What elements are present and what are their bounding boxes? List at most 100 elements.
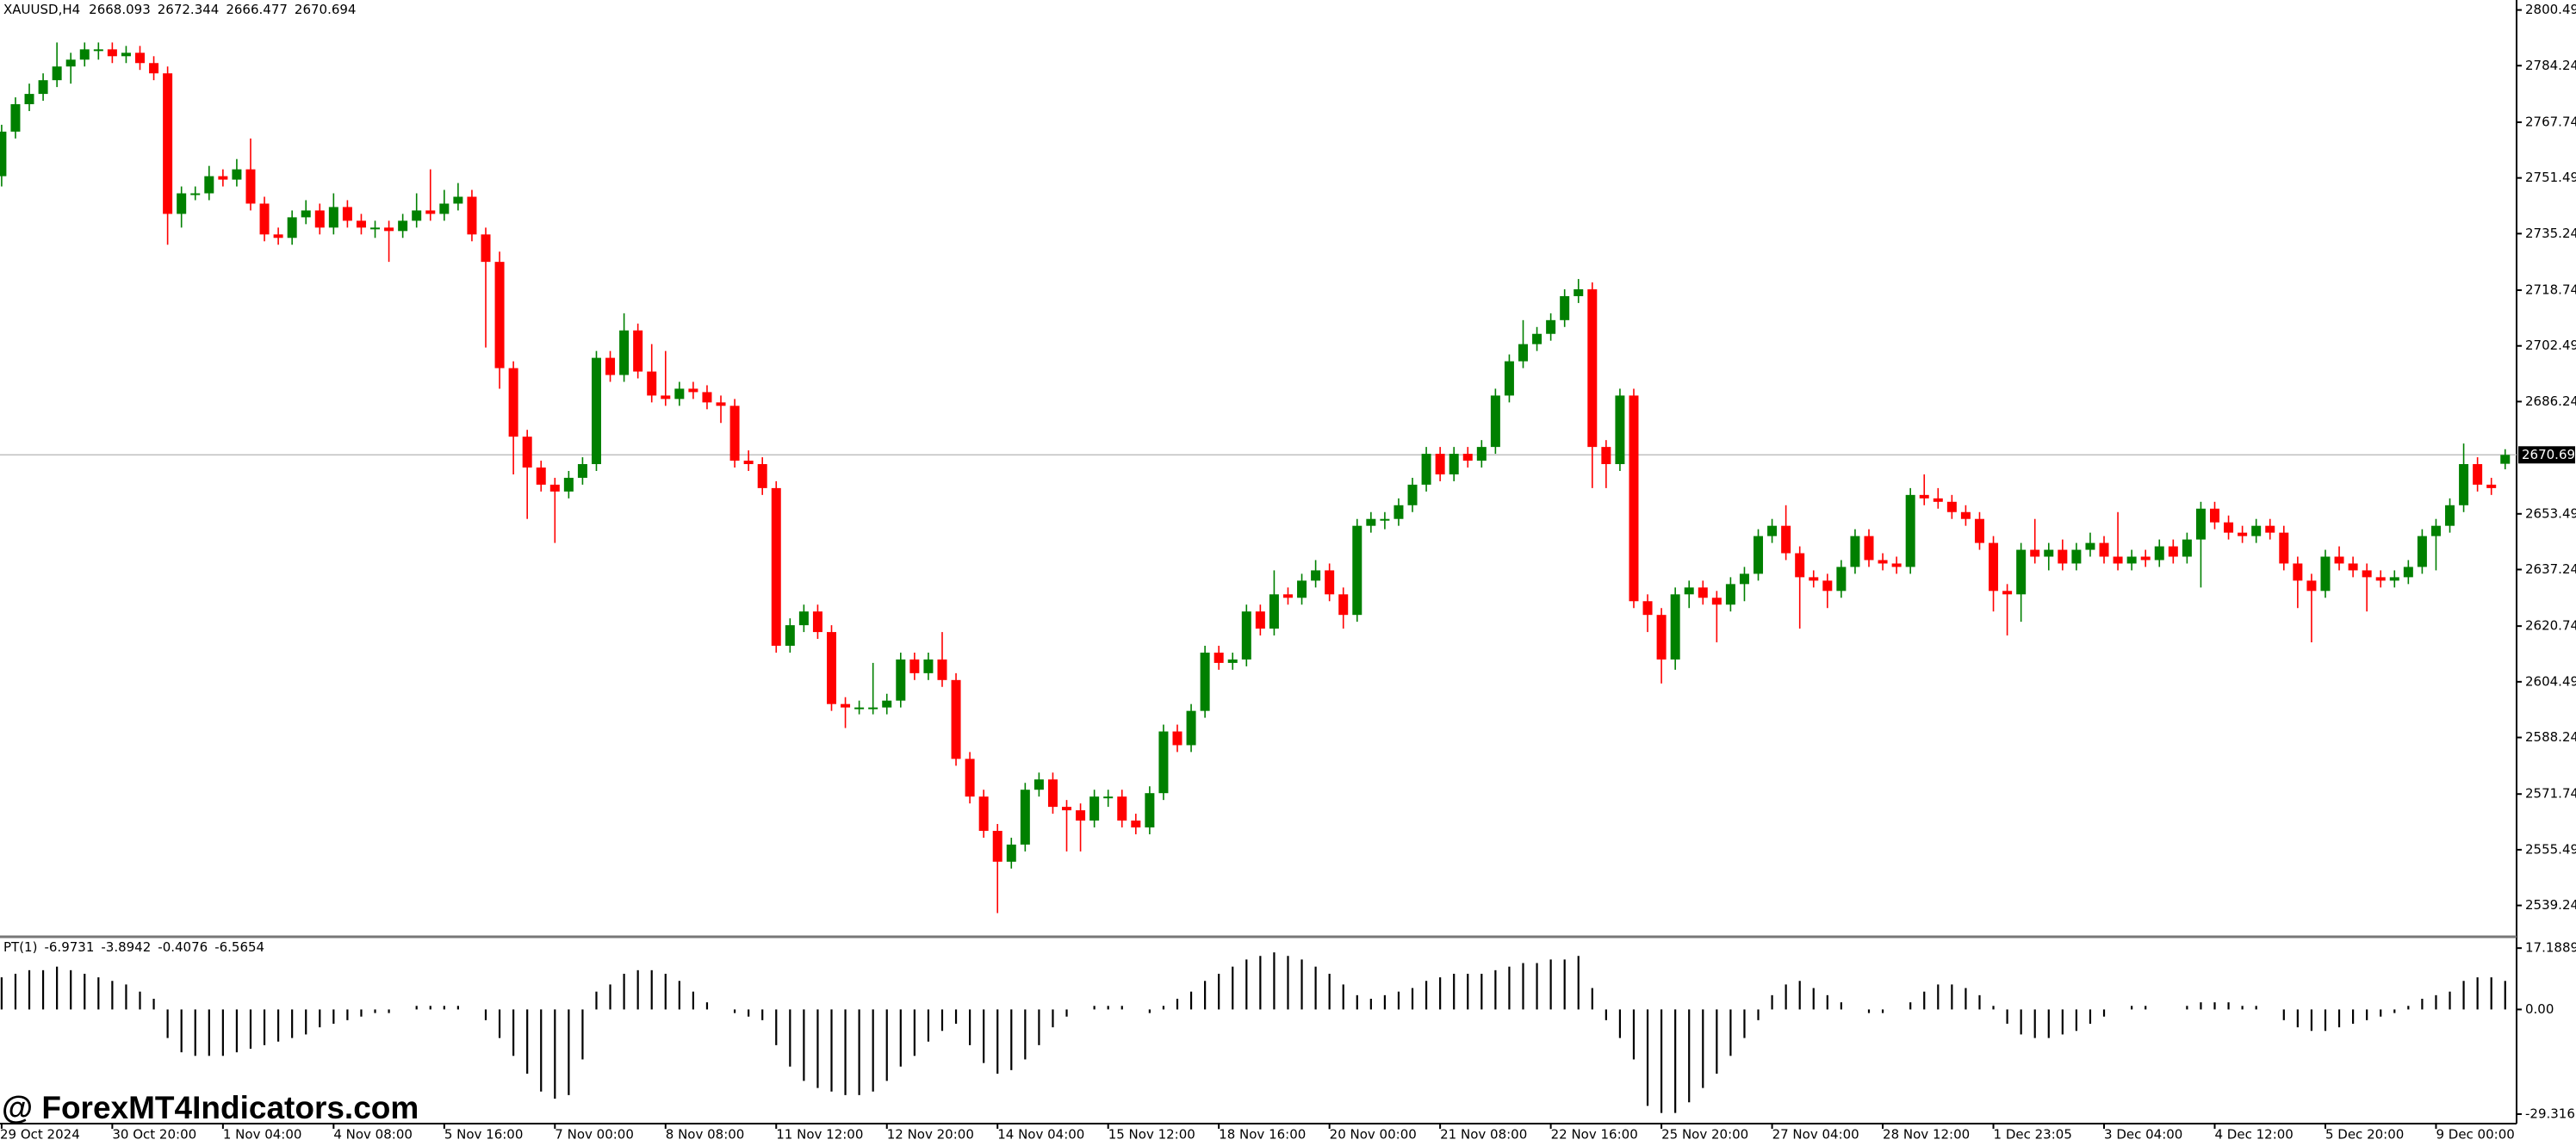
candle-body: [508, 368, 518, 437]
candle-body: [135, 53, 145, 64]
candle-body: [771, 487, 781, 647]
candle-body: [563, 477, 574, 492]
candle-body: [909, 659, 920, 673]
candle-body: [314, 210, 325, 228]
x-tick-label: 1 Nov 04:00: [223, 1127, 302, 1143]
candle-body: [1325, 570, 1335, 595]
candle-body: [702, 392, 712, 403]
candle-body: [1255, 611, 1265, 629]
candle-body: [2002, 591, 2013, 595]
candle-body: [107, 49, 117, 57]
candle-body: [1518, 344, 1528, 362]
candle-body: [896, 659, 906, 701]
candle-body: [536, 468, 546, 485]
candle-body: [1615, 395, 1625, 465]
header-low: 2666.477: [226, 2, 288, 17]
candle-body: [93, 49, 103, 52]
candle-body: [65, 59, 76, 67]
candle-body: [1380, 518, 1390, 521]
candle-body: [1449, 454, 1459, 474]
x-tick-label: 4 Dec 12:00: [2215, 1127, 2294, 1143]
candle-body: [1822, 580, 1833, 592]
x-tick-label: 7 Nov 00:00: [555, 1127, 634, 1143]
header-close: 2670.694: [295, 2, 357, 17]
candle-body: [1560, 295, 1570, 320]
candle-body: [2375, 577, 2386, 581]
y-tick-label: 2751.490: [2525, 170, 2576, 185]
x-tick-label: 15 Nov 12:00: [1108, 1127, 1195, 1143]
candle-body: [2459, 464, 2469, 505]
candle-body: [1919, 494, 1929, 499]
candle-body: [398, 220, 408, 232]
candle-body: [149, 63, 159, 74]
candle-body: [2126, 556, 2137, 564]
x-tick-label: 9 Dec 00:00: [2436, 1127, 2514, 1143]
candle-body: [1546, 319, 1556, 334]
candle-body: [1462, 454, 1473, 461]
chart-header: XAUUSD,H4 2668.093 2672.344 2666.477 2670.69…: [3, 2, 356, 17]
candle-body: [841, 703, 851, 708]
candle-body: [1878, 560, 1888, 564]
candle-body: [2473, 464, 2483, 485]
indicator-header: PT(1) -6.9731 -3.8942 -0.4076 -6.5654: [3, 939, 264, 955]
candle-body: [2334, 556, 2344, 564]
x-tick-label: 22 Nov 16:00: [1551, 1127, 1638, 1143]
candle-body: [1711, 598, 1722, 605]
y-tick-label: 2653.490: [2525, 505, 2576, 521]
candle-body: [661, 395, 671, 400]
candle-body: [2265, 525, 2275, 533]
candle-body: [79, 49, 90, 60]
candle-body: [1145, 793, 1155, 827]
candle-body: [273, 234, 283, 238]
candle-body: [1200, 652, 1210, 711]
candle-body: [1656, 615, 1667, 660]
candle-body: [2348, 563, 2358, 571]
candle-body: [1905, 494, 1915, 567]
candle-body: [1269, 594, 1279, 629]
x-tick-label: 27 Nov 04:00: [1772, 1127, 1859, 1143]
candle-body: [2044, 549, 2054, 557]
candle-body: [342, 207, 352, 221]
candle-body: [1227, 659, 1238, 663]
buffer-value: -3.8942: [101, 939, 151, 955]
candle-body: [494, 262, 505, 369]
x-tick-label: 3 Dec 04:00: [2104, 1127, 2182, 1143]
x-tick-label: 8 Nov 08:00: [666, 1127, 745, 1143]
candle-body: [1629, 395, 1639, 602]
candle-body: [1574, 288, 1584, 296]
candle-body: [467, 196, 477, 235]
candle-body: [2403, 567, 2413, 578]
candle-body: [1809, 577, 1819, 581]
candle-body: [1062, 807, 1072, 811]
candle-body: [1047, 779, 1058, 808]
candle-body: [1172, 731, 1182, 746]
candle-body: [1836, 567, 1847, 592]
y-tick-label: 2735.240: [2525, 226, 2576, 241]
candle-body: [591, 357, 601, 465]
y-tick-label: 2718.740: [2525, 282, 2576, 298]
candle-body: [384, 227, 394, 232]
buffer-value: -6.9731: [44, 939, 94, 955]
candle-body: [2238, 532, 2248, 536]
candle-body: [2417, 536, 2427, 567]
candle-body: [1435, 454, 1445, 474]
candle-body: [1725, 584, 1735, 605]
candle-body: [2071, 549, 2082, 564]
candle-body: [1490, 395, 1500, 448]
candle-body: [1034, 779, 1044, 790]
buffer-value: -0.4076: [158, 939, 208, 955]
x-tick-label: 14 Nov 04:00: [997, 1127, 1084, 1143]
x-tick-label: 5 Dec 20:00: [2325, 1127, 2404, 1143]
candle-body: [2486, 484, 2497, 488]
header-open: 2668.093: [89, 2, 151, 17]
indicator-y-tick-label: 17.1889: [2525, 940, 2576, 956]
candle-body: [1642, 601, 1653, 616]
y-tick-label: 2604.490: [2525, 673, 2576, 689]
candle-body: [328, 207, 338, 228]
candle-body: [1131, 821, 1141, 827]
header-high: 2672.344: [158, 2, 220, 17]
candle-body: [1754, 536, 1764, 574]
candle-body: [1394, 505, 1404, 519]
